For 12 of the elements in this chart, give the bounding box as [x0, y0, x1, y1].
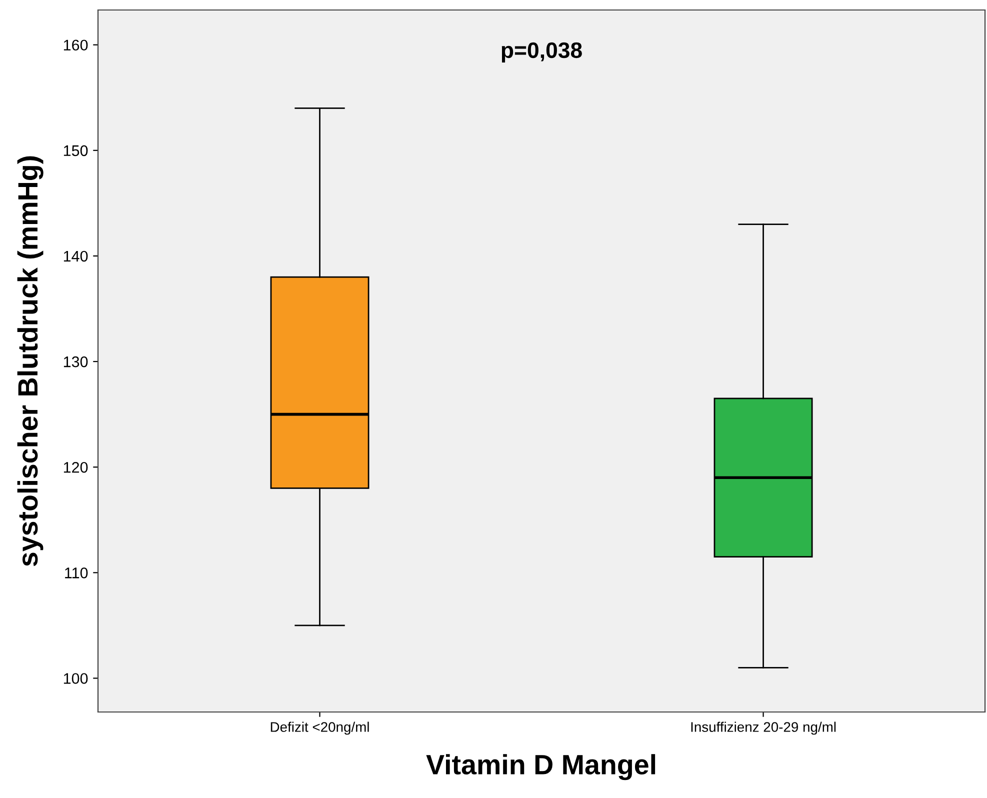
x-tick-label: Insuffizienz 20-29 ng/ml	[691, 722, 836, 735]
y-tick-label: 130	[64, 356, 88, 368]
y-tick-label: 140	[64, 250, 88, 262]
y-axis-title: systolischer Blutdruck (mmHg)	[17, 156, 44, 566]
x-tick-label: Defizit <20ng/ml	[270, 722, 369, 735]
y-tick-label: 100	[64, 673, 88, 684]
y-tick-label: 150	[64, 145, 88, 156]
x-axis-title: Vitamin D Mangel	[426, 754, 656, 780]
y-tick-label: 120	[64, 462, 88, 473]
annotation: p=0,038	[502, 42, 582, 62]
y-tick-label: 110	[65, 568, 88, 578]
y-tick-label: 160	[64, 40, 88, 51]
